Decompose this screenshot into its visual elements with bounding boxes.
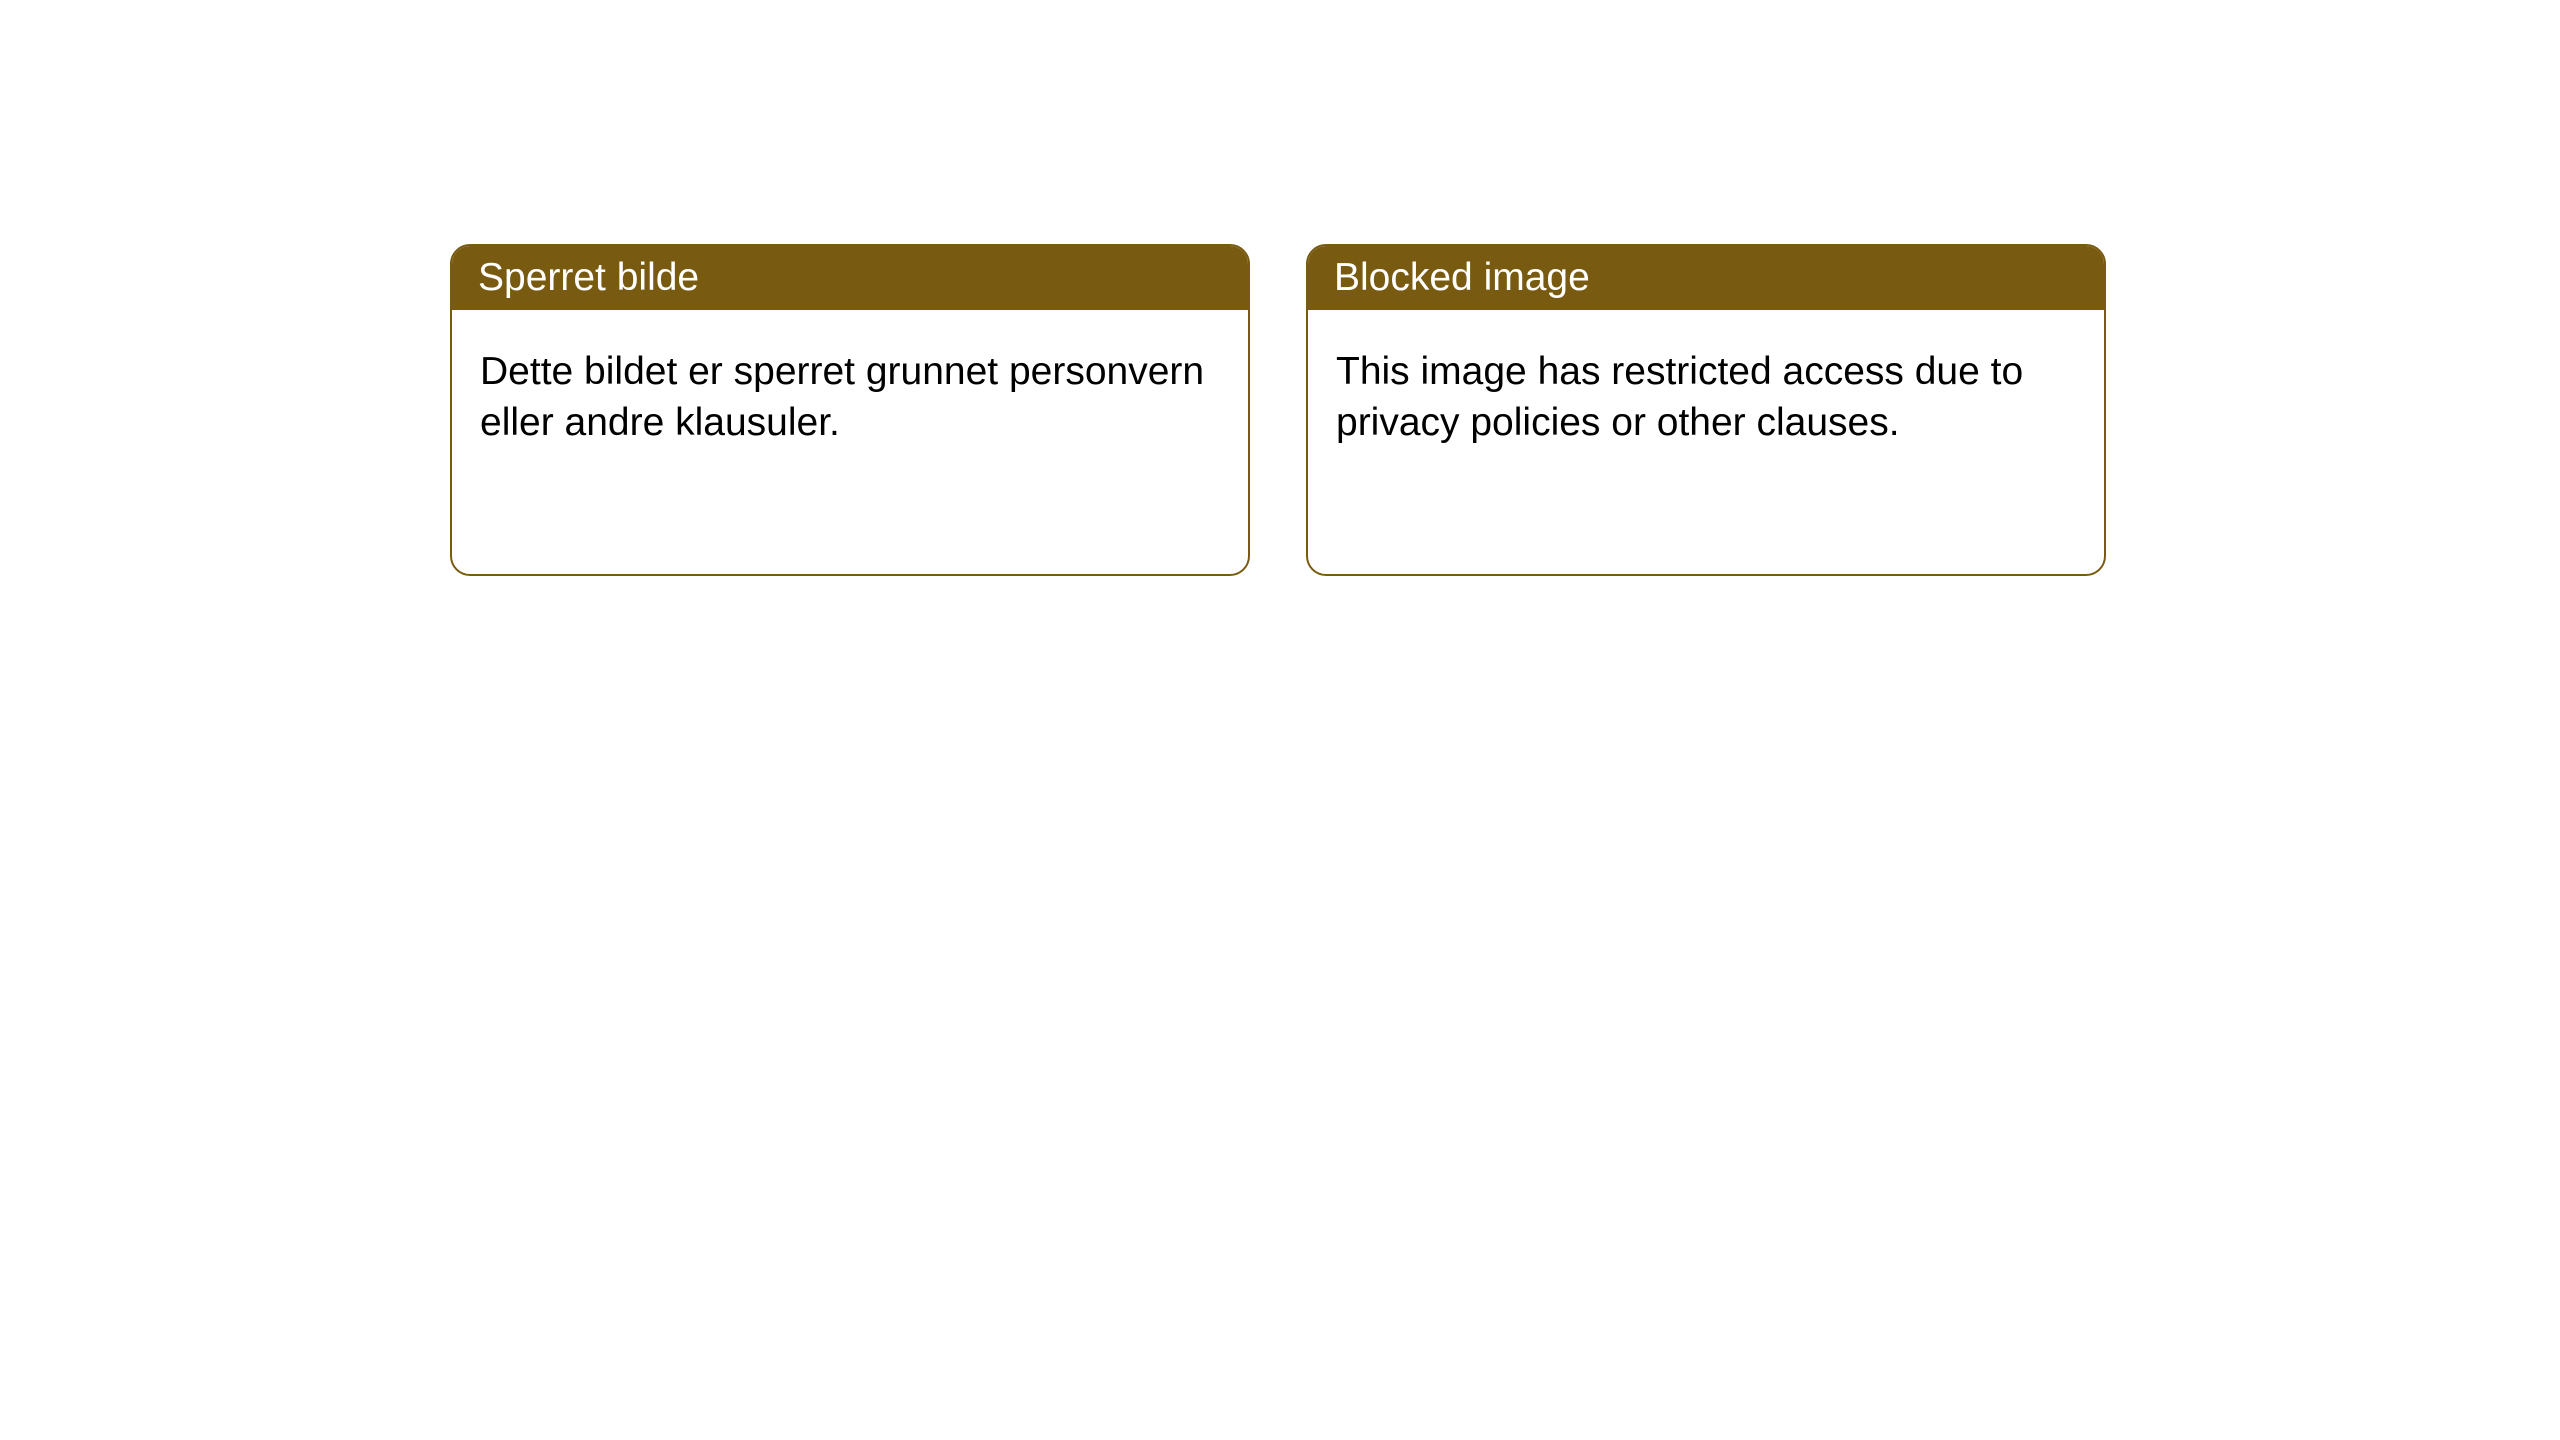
card-body: This image has restricted access due to … — [1308, 310, 2104, 485]
notice-card-norwegian: Sperret bilde Dette bildet er sperret gr… — [450, 244, 1250, 576]
card-body: Dette bildet er sperret grunnet personve… — [452, 310, 1248, 485]
card-body-text: Dette bildet er sperret grunnet personve… — [480, 350, 1204, 444]
notice-cards-container: Sperret bilde Dette bildet er sperret gr… — [0, 0, 2560, 576]
card-title: Blocked image — [1334, 256, 1590, 299]
card-header: Sperret bilde — [452, 246, 1248, 310]
notice-card-english: Blocked image This image has restricted … — [1306, 244, 2106, 576]
card-title: Sperret bilde — [478, 256, 699, 299]
card-header: Blocked image — [1308, 246, 2104, 310]
card-body-text: This image has restricted access due to … — [1336, 350, 2023, 444]
